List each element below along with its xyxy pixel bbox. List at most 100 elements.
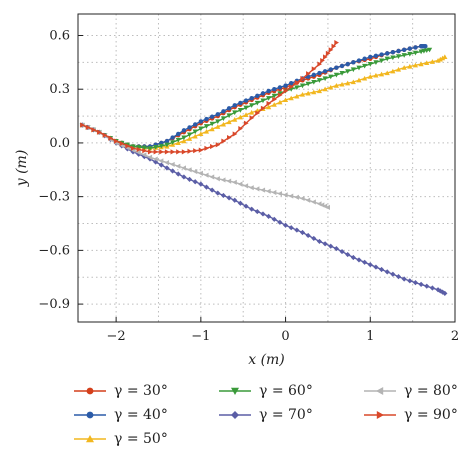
data-point	[277, 219, 283, 225]
data-point	[209, 126, 215, 132]
legend-item: γ = 70°	[217, 406, 313, 424]
data-point	[423, 44, 428, 49]
data-point	[339, 248, 345, 255]
data-point	[282, 222, 289, 228]
data-point	[322, 241, 328, 247]
data-point	[418, 61, 424, 67]
data-point	[141, 152, 147, 158]
series-line	[81, 124, 329, 209]
legend-marker	[86, 411, 94, 419]
data-point	[232, 131, 238, 137]
data-point	[299, 195, 305, 202]
data-point	[390, 68, 396, 74]
data-point	[181, 138, 187, 144]
data-point	[142, 148, 147, 154]
legend-swatch	[74, 387, 106, 395]
data-point	[413, 45, 418, 50]
data-point	[316, 238, 323, 245]
data-point	[243, 98, 249, 103]
data-point	[362, 75, 368, 81]
data-point	[384, 70, 390, 76]
data-point	[266, 104, 272, 110]
data-point	[215, 124, 221, 129]
data-point	[209, 174, 215, 180]
data-point	[334, 40, 339, 46]
legend-item: γ = 60°	[217, 382, 313, 400]
data-point	[442, 290, 448, 296]
data-point	[299, 91, 306, 97]
data-point	[176, 131, 181, 137]
data-point	[322, 86, 328, 92]
series-line	[81, 124, 446, 294]
data-point	[345, 61, 350, 67]
data-point	[198, 126, 204, 132]
data-point	[141, 145, 147, 151]
data-point	[271, 216, 277, 222]
line-chart: −2 −1 0 1 2 −0.9 −0.6 −0.3 0.0 0.3 0.6 x (m) y (m)	[14, 13, 459, 368]
data-point	[237, 181, 243, 187]
data-point	[181, 149, 187, 155]
data-point	[299, 229, 306, 236]
data-point	[255, 93, 260, 98]
data-point	[345, 80, 351, 86]
data-point	[350, 254, 356, 261]
data-point	[153, 156, 158, 162]
data-point	[175, 163, 181, 169]
series-2	[79, 54, 448, 151]
data-point	[80, 122, 85, 128]
data-point	[215, 112, 220, 117]
data-point	[368, 54, 373, 60]
data-point	[378, 266, 385, 273]
data-point	[334, 65, 339, 70]
data-point	[170, 161, 175, 168]
data-point	[181, 165, 186, 171]
data-point	[277, 85, 283, 90]
data-point	[311, 79, 317, 85]
data-point	[153, 145, 159, 150]
data-point	[322, 76, 328, 82]
legend-label: γ = 80°	[404, 383, 458, 399]
data-point	[243, 105, 249, 111]
data-point	[220, 121, 227, 127]
data-point	[204, 145, 210, 151]
data-point	[328, 74, 334, 80]
data-point	[164, 165, 170, 171]
data-point	[412, 50, 419, 56]
data-point	[175, 171, 181, 177]
legend-swatch	[219, 411, 251, 419]
data-point	[311, 72, 317, 78]
data-point	[373, 72, 379, 78]
series-layer	[79, 40, 448, 296]
data-point	[249, 103, 255, 108]
legend-label: γ = 30°	[114, 383, 168, 399]
data-point	[243, 120, 249, 126]
data-point	[407, 63, 413, 69]
data-point	[305, 90, 311, 96]
data-point	[283, 88, 289, 94]
legend-marker	[376, 411, 384, 419]
data-point	[243, 183, 249, 189]
data-point	[390, 49, 396, 55]
data-point	[288, 193, 294, 199]
data-point	[159, 149, 164, 155]
data-point	[385, 51, 390, 56]
data-point	[277, 191, 282, 197]
data-point	[198, 119, 204, 124]
legend-marker	[231, 411, 239, 419]
data-point	[232, 110, 238, 116]
data-point	[437, 56, 443, 62]
series-3	[79, 47, 433, 151]
plot-frame	[77, 13, 456, 323]
data-point	[237, 108, 243, 113]
data-point	[412, 280, 419, 286]
data-point	[108, 135, 114, 141]
data-point	[249, 115, 255, 121]
data-point	[373, 53, 379, 58]
data-point	[175, 140, 181, 146]
y-tick-label: −0.9	[38, 297, 70, 312]
data-point	[305, 197, 311, 203]
data-point	[277, 91, 283, 96]
data-point	[119, 140, 125, 147]
data-point	[226, 178, 232, 184]
data-point	[350, 79, 356, 85]
